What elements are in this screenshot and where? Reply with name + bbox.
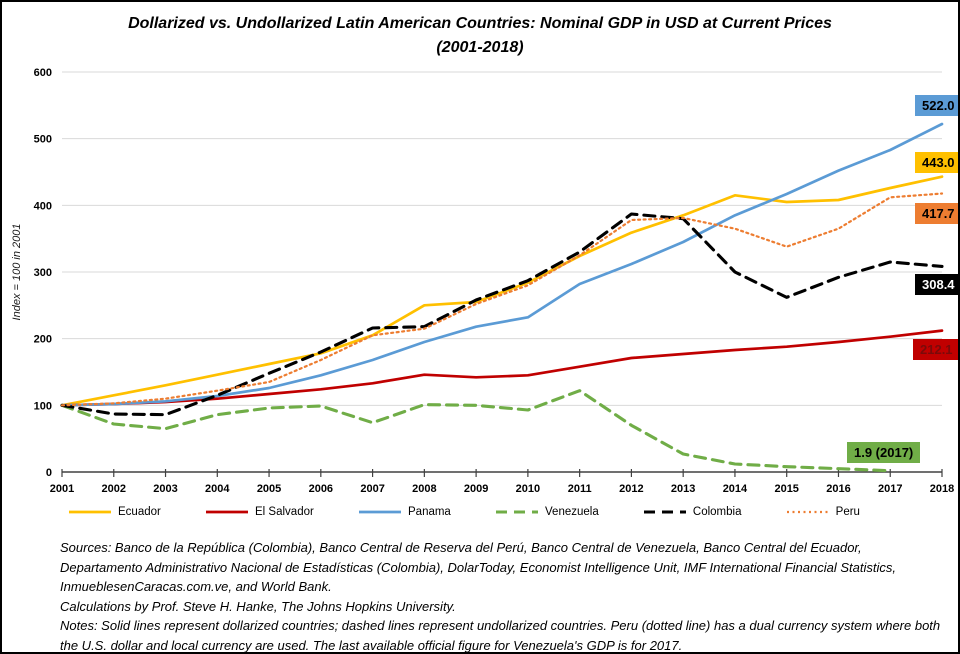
legend-label: Ecuador (118, 506, 161, 518)
chart-title-block: Dollarized vs. Undollarized Latin Americ… (2, 12, 958, 60)
notes-text: Notes: Solid lines represent dollarized … (60, 618, 941, 653)
y-tick-label: 500 (34, 134, 52, 146)
x-tick-label: 2001 (50, 483, 74, 495)
legend-line-sample (206, 510, 249, 514)
legend-line-sample (643, 510, 686, 514)
value-label-peru: 417.7 (915, 203, 958, 224)
value-label-colombia: 308.4 (915, 274, 958, 295)
x-tick-label: 2010 (516, 483, 540, 495)
value-label-ecuador: 443.0 (915, 152, 958, 173)
chart-title: Dollarized vs. Undollarized Latin Americ… (128, 15, 832, 32)
legend-label: El Salvador (255, 506, 314, 518)
y-axis-title: Index = 100 in 2001 (11, 224, 23, 321)
x-tick-label: 2011 (568, 483, 592, 495)
x-tick-label: 2013 (671, 483, 695, 495)
x-tick-label: 2003 (153, 483, 177, 495)
y-tick-label: 600 (34, 67, 52, 79)
x-tick-label: 2005 (257, 483, 281, 495)
series-line-ecuador (60, 175, 944, 407)
legend: Ecuador El Salvador Panama Venezuela Colombi… (68, 506, 860, 518)
x-tick-label: 2012 (619, 483, 643, 495)
series-line-peru (60, 192, 944, 407)
plot-area: 0 100 200 300 400 500 600 2001 2002 2003 2004 2005 2… (11, 67, 954, 495)
legend-item-panama: Panama (358, 506, 451, 518)
y-tick-label: 100 (34, 400, 52, 412)
x-tick-label: 2017 (878, 483, 902, 495)
y-tick-label: 400 (34, 200, 52, 212)
legend-line-sample (69, 510, 111, 514)
x-tick-label: 2002 (102, 483, 126, 495)
legend-item-ecuador: Ecuador (68, 506, 161, 518)
y-tick-label: 0 (46, 467, 52, 479)
x-tick-label: 2014 (723, 483, 748, 495)
legend-label: Panama (408, 506, 451, 518)
x-tick-label: 2007 (360, 483, 384, 495)
chart-subtitle: (2001-2018) (436, 39, 524, 56)
series-line-panama (60, 122, 944, 407)
x-tick-label: 2008 (412, 483, 436, 495)
legend-item-el-salvador: El Salvador (205, 506, 314, 518)
value-label-panama: 522.0 (915, 95, 958, 116)
legend-line-sample (496, 510, 539, 514)
value-label-el-salvador: 212.1 (913, 339, 958, 360)
x-tick-label: 2009 (464, 483, 488, 495)
calculations-text: Calculations by Prof. Steve H. Hanke, Th… (60, 598, 456, 614)
sources-text: Sources: Banco de la República (Colombia… (60, 540, 896, 594)
series-line-venezuela (60, 389, 892, 473)
y-tick-label: 300 (34, 267, 52, 279)
x-tick-label: 2016 (826, 483, 850, 495)
legend-label: Venezuela (545, 506, 599, 518)
series-line-colombia (60, 212, 944, 417)
value-label-venezuela: 1.9 (2017) (847, 442, 921, 463)
legend-line-sample (786, 510, 829, 514)
legend-label: Colombia (692, 506, 742, 518)
legend-item-venezuela: Venezuela (495, 506, 599, 518)
legend-item-colombia: Colombia (643, 506, 742, 518)
x-tick-label: 2004 (205, 483, 230, 495)
x-tick-label: 2018 (930, 483, 954, 495)
x-tick-label: 2015 (774, 483, 798, 495)
legend-item-peru: Peru (786, 506, 860, 518)
footer-notes: Sources: Banco de la República (Colombia… (60, 538, 944, 653)
legend-line-sample (359, 510, 401, 514)
legend-label: Peru (835, 506, 860, 518)
y-tick-label: 200 (34, 334, 52, 346)
x-tick-label: 2006 (309, 483, 333, 495)
